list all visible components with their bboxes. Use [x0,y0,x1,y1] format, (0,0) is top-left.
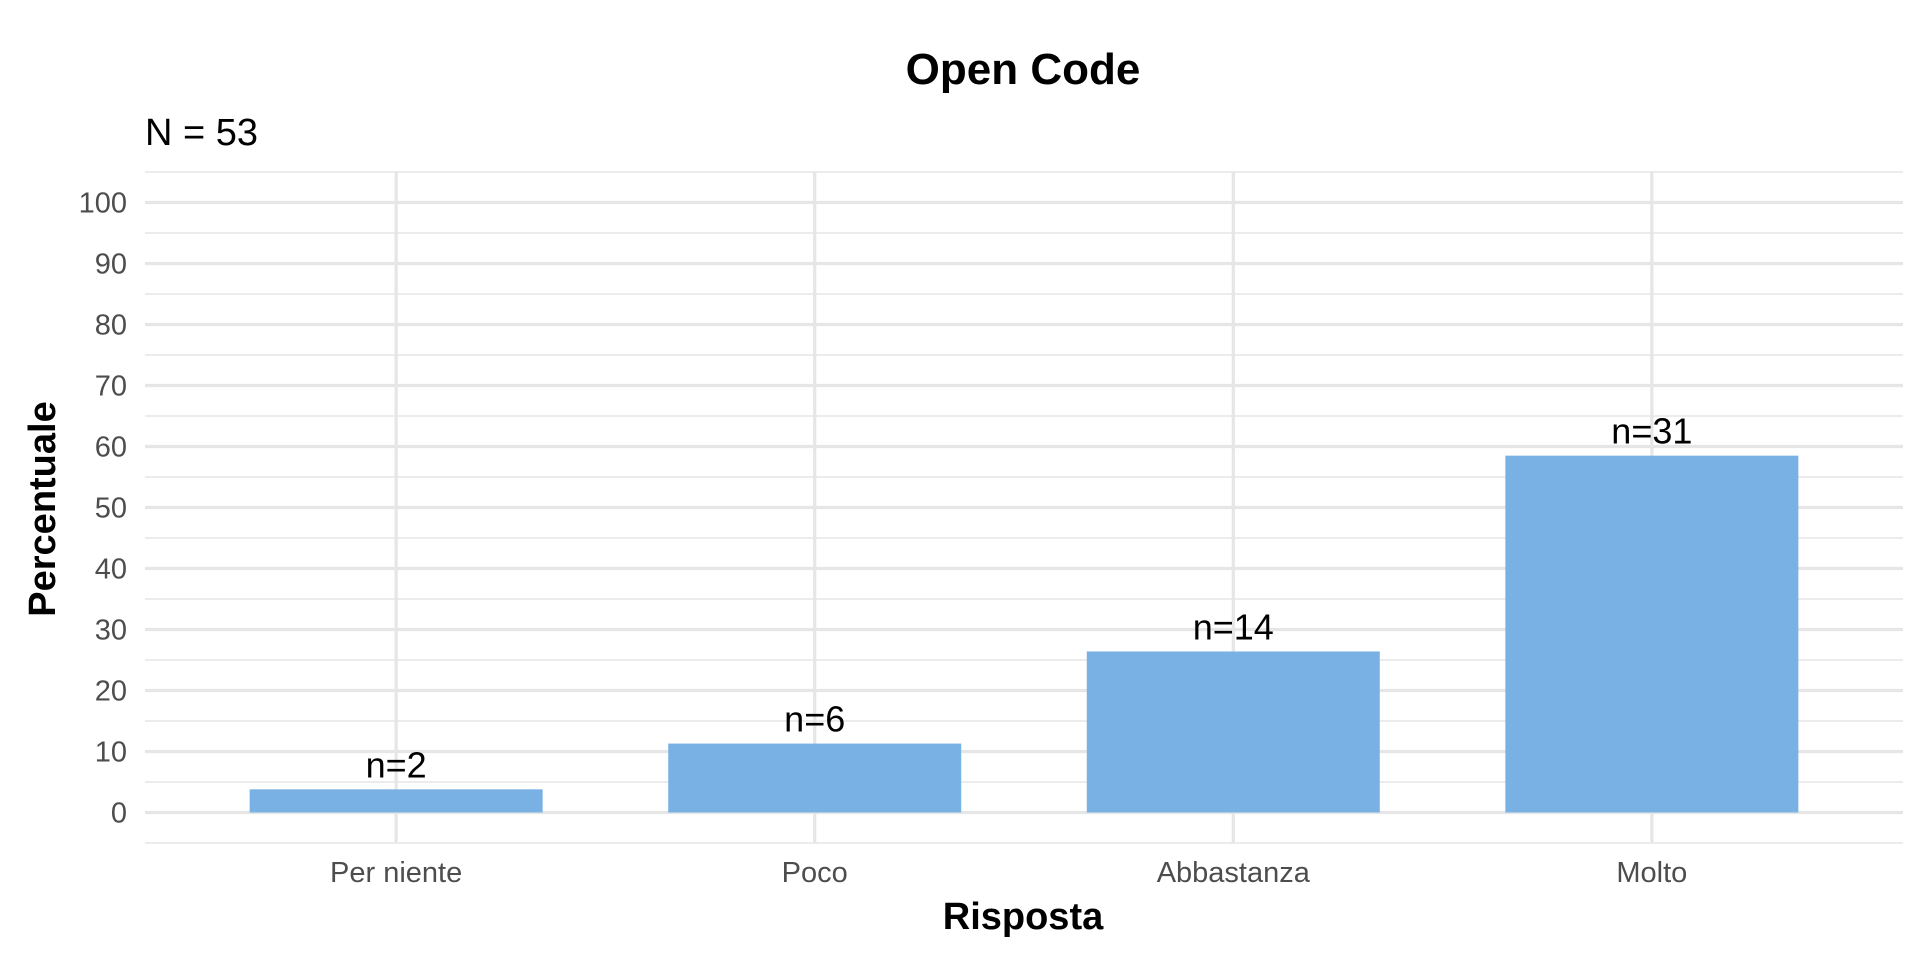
data-labels: n=2 n=6 n=14 n=31 [366,411,1693,786]
chart-title: Open Code [906,45,1141,94]
x-tick-label: Poco [782,857,848,889]
y-tick-label: 0 [111,798,127,830]
data-label: n=2 [366,744,427,785]
y-axis-title: Percentuale [22,401,64,616]
y-tick-label: 100 [79,188,127,220]
y-tick-label: 50 [95,493,127,525]
x-tick-label: Per niente [330,857,462,889]
x-axis-title: Risposta [943,896,1104,938]
x-tick-label: Abbastanza [1157,857,1311,889]
bar [1086,651,1380,813]
y-tick-label: 20 [95,676,127,708]
data-label: n=31 [1611,411,1692,452]
y-tick-label: 60 [95,432,127,464]
ticks: 0 10 20 30 40 50 60 70 80 90 100 Per niente Poco Abba… [79,188,1688,890]
data-label: n=6 [784,699,845,740]
bars [249,455,1799,813]
chart-subtitle: N = 53 [145,112,258,154]
y-tick-label: 40 [95,554,127,586]
bar [668,743,962,813]
y-tick-label: 30 [95,615,127,647]
x-tick-label: Molto [1616,857,1687,889]
y-tick-label: 80 [95,310,127,342]
bar [249,789,543,813]
bar [1505,455,1799,813]
y-tick-label: 90 [95,249,127,281]
y-tick-label: 70 [95,371,127,403]
y-tick-label: 10 [95,737,127,769]
data-label: n=14 [1193,606,1274,647]
